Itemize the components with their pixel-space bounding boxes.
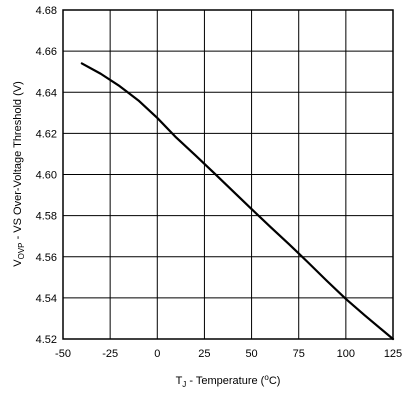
x-axis-label: TJ - Temperature (oC) <box>176 373 281 389</box>
x-tick-label: -50 <box>55 348 71 360</box>
x-tick-label: 75 <box>293 348 305 360</box>
y-tick-label: 4.58 <box>36 211 57 223</box>
y-tick-label: 4.64 <box>36 87 57 99</box>
series-group <box>80 62 395 341</box>
y-axis-label: VOVP - VS Over-Voltage Threshold (V) <box>12 81 26 266</box>
y-tick-label: 4.68 <box>36 5 57 17</box>
y-axis-ticks: 4.52 4.54 4.56 4.58 4.60 4.62 4.64 4.66 4.68 <box>36 5 57 346</box>
x-tick-label: 50 <box>245 348 257 360</box>
x-tick-label: -25 <box>102 348 118 360</box>
y-tick-label: 4.62 <box>36 128 57 140</box>
x-tick-label: 125 <box>384 348 402 360</box>
y-tick-label: 4.56 <box>36 252 57 264</box>
grid <box>63 10 393 339</box>
x-axis-ticks: -50 -25 0 25 50 75 100 125 <box>55 348 402 360</box>
series-line <box>80 62 395 341</box>
x-tick-label: 25 <box>198 348 210 360</box>
x-tick-label: 0 <box>154 348 160 360</box>
y-tick-label: 4.60 <box>36 170 57 182</box>
y-tick-label: 4.54 <box>36 293 57 305</box>
x-tick-label: 100 <box>337 348 355 360</box>
y-tick-label: 4.66 <box>36 46 57 58</box>
plot-area <box>62 9 394 340</box>
y-tick-label: 4.52 <box>36 334 57 346</box>
